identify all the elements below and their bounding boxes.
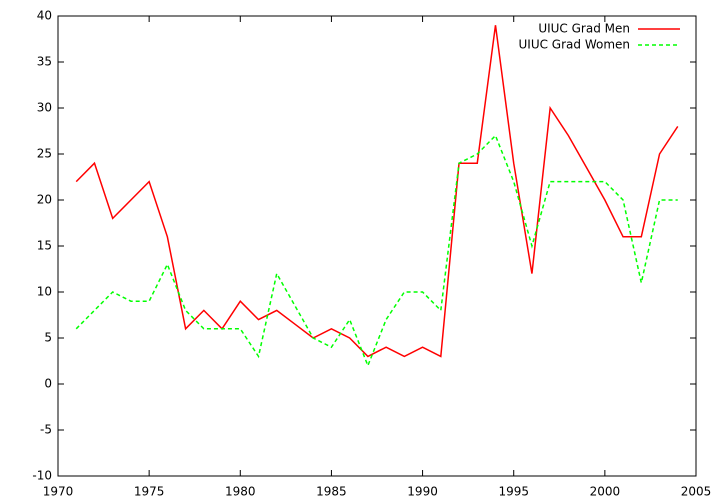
x-tick-label: 1975 (134, 485, 165, 499)
plot-frame (57, 15, 697, 477)
y-tick-label: 20 (37, 193, 52, 207)
y-tick-label: 35 (37, 55, 52, 69)
x-tick-label: 1995 (498, 485, 529, 499)
y-tick-label: 0 (44, 377, 52, 391)
x-tick-label: 1990 (407, 485, 438, 499)
x-tick-label: 2005 (681, 485, 712, 499)
y-tick-label: 30 (37, 101, 52, 115)
legend-label: UIUC Grad Women (519, 38, 631, 52)
y-tick-label: -10 (32, 469, 52, 483)
series-line (75, 134, 678, 368)
y-tick-label: -5 (40, 423, 52, 437)
y-tick-label: 40 (37, 9, 52, 23)
x-tick-label: 1970 (43, 485, 74, 499)
y-tick-label: 15 (37, 239, 52, 253)
series-line (75, 25, 679, 358)
x-tick-label: 1985 (316, 485, 347, 499)
y-tick-label: 10 (37, 285, 52, 299)
y-tick-label: 25 (37, 147, 52, 161)
y-tick-label: 5 (44, 331, 52, 345)
x-tick-label: 2000 (590, 485, 621, 499)
legend-label: UIUC Grad Men (538, 22, 630, 36)
x-tick-label: 1980 (225, 485, 256, 499)
